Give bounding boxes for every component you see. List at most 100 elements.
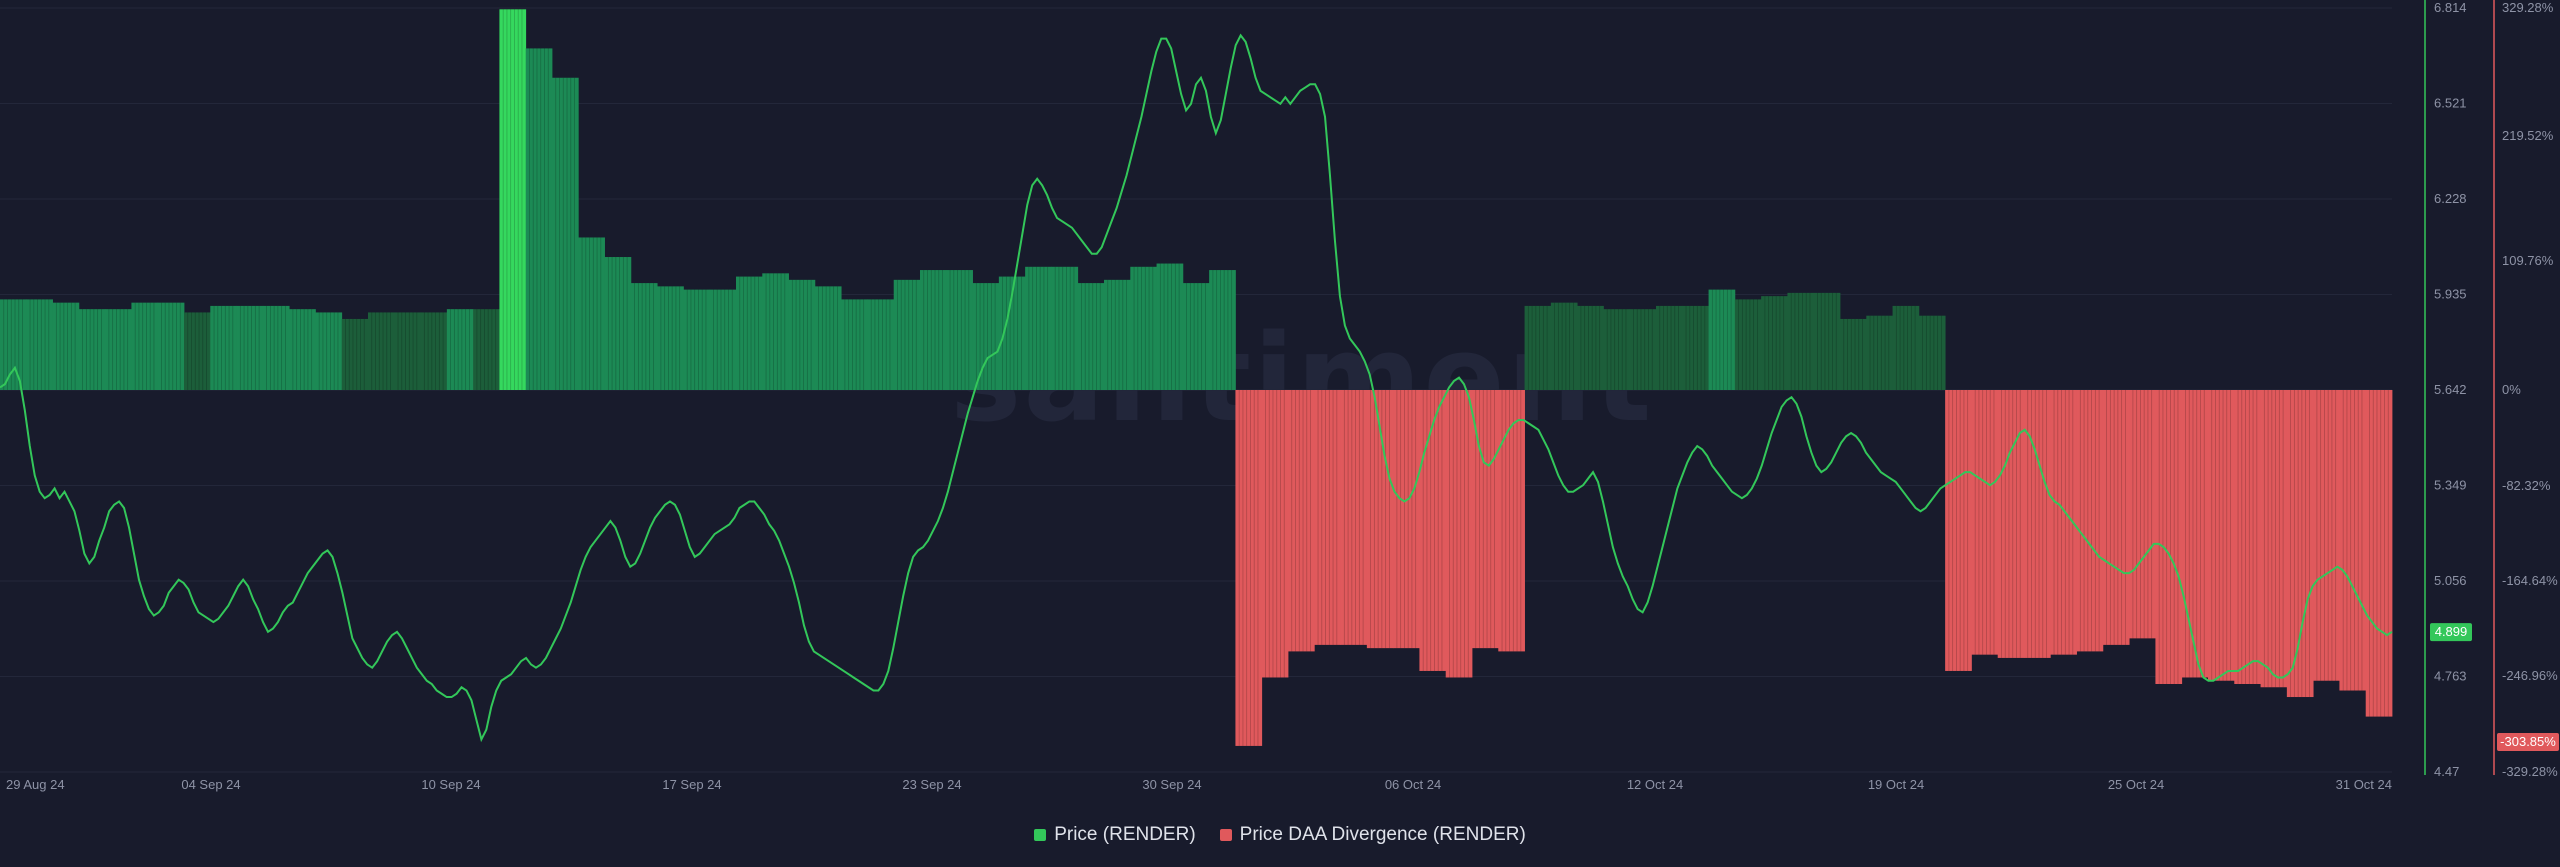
divergence-bar-1 [26, 299, 53, 390]
current-price-badge: 4.899 [2430, 623, 2472, 642]
divergence-bar-12 [315, 312, 343, 390]
divergence-bar-fill-8 [210, 305, 237, 390]
divergence-bar-fill-7 [184, 312, 211, 390]
current-price-badge-text: 4.899 [2435, 624, 2468, 639]
divergence-bar-81 [2129, 390, 2156, 639]
divergence-bar-fill-85 [2234, 390, 2261, 684]
divergence-bar-83 [2181, 390, 2209, 678]
divergence-bar-11 [289, 309, 316, 390]
divergence-bar-fill-30 [788, 279, 816, 390]
divergence-bar-17 [446, 309, 474, 390]
legend: Price (RENDER) Price DAA Divergence (REN… [0, 820, 2560, 850]
divergence-bar-31 [814, 286, 842, 390]
price-tick-0: 6.814 [2434, 0, 2467, 15]
price-tick-4: 5.642 [2434, 382, 2467, 397]
divergence-bar-fill-79 [2076, 390, 2104, 652]
divergence-bar-32 [841, 299, 868, 390]
legend-item-divergence[interactable]: Price DAA Divergence (RENDER) [1219, 824, 1526, 846]
x-tick-4: 23 Sep 24 [902, 777, 961, 792]
divergence-bar-fill-47 [1235, 390, 1263, 746]
legend-label-price: Price (RENDER) [1054, 824, 1196, 845]
legend-item-price[interactable]: Price (RENDER) [1034, 824, 1196, 846]
divergence-bar-fill-43 [1130, 266, 1157, 390]
x-tick-5: 30 Sep 24 [1142, 777, 1201, 792]
current-price-badge-bg [2430, 623, 2472, 642]
divergence-bar-fill-17 [446, 309, 474, 390]
divergence-bar-29 [762, 273, 789, 390]
price-line [0, 33, 2393, 743]
divergence-tick-4: -82.32% [2502, 478, 2551, 493]
divergence-bar-fill-82 [2155, 390, 2183, 684]
divergence-bar-70 [1840, 318, 1867, 390]
divergence-bar-fill-80 [2102, 390, 2130, 645]
divergence-bar-fill-65 [1708, 289, 1736, 390]
divergence-bar-63 [1656, 305, 1683, 390]
divergence-bar-60 [1577, 305, 1604, 390]
divergence-bar-80 [2102, 390, 2130, 645]
divergence-bar-fill-11 [289, 309, 316, 390]
x-tick-3: 17 Sep 24 [662, 777, 721, 792]
divergence-bar-6 [157, 302, 185, 390]
divergence-bar-fill-14 [368, 312, 395, 390]
divergence-bar-fill-31 [814, 286, 842, 390]
axes [2424, 0, 2495, 775]
divergence-bar-20 [525, 48, 553, 390]
divergence-bar-fill-75 [1971, 390, 1999, 655]
divergence-bar-22 [578, 237, 605, 390]
x-tick-0: 29 Aug 24 [6, 777, 65, 792]
divergence-bar-73 [1918, 315, 1946, 390]
divergence-bar-36 [946, 270, 973, 390]
divergence-bar-69 [1813, 292, 1841, 390]
divergence-bar-72 [1892, 305, 1920, 390]
divergence-bar-82 [2155, 390, 2183, 684]
divergence-bar-40 [1051, 266, 1079, 390]
divergence-bar-fill-69 [1813, 292, 1841, 390]
divergence-bar-fill-45 [1182, 283, 1210, 390]
divergence-bar-74 [1945, 390, 1972, 671]
divergence-bar-fill-48 [1261, 390, 1289, 678]
divergence-bar-fill-59 [1550, 302, 1578, 390]
divergence-bar-fill-15 [394, 312, 421, 390]
divergence-bar-54 [1419, 390, 1447, 671]
divergence-bar-65 [1708, 289, 1736, 390]
divergence-bar-fill-62 [1629, 309, 1657, 390]
divergence-bar-fill-54 [1419, 390, 1447, 671]
divergence-bar-77 [2024, 390, 2051, 658]
divergence-bar-86 [2260, 390, 2288, 688]
divergence-bar-84 [2208, 390, 2235, 681]
divergence-bars [0, 9, 2393, 746]
divergence-bar-fill-51 [1340, 390, 1368, 645]
x-tick-2: 10 Sep 24 [421, 777, 480, 792]
divergence-bar-fill-87 [2286, 390, 2314, 698]
divergence-bar-fill-19 [499, 9, 527, 391]
divergence-bar-fill-89 [2339, 390, 2367, 691]
divergence-bar-13 [341, 318, 369, 390]
divergence-tick-2: 109.76% [2502, 253, 2554, 268]
divergence-bar-fill-5 [131, 302, 159, 390]
x-tick-10: 31 Oct 24 [2336, 777, 2392, 792]
divergence-bar-47 [1235, 390, 1263, 746]
divergence-tick-7: -329.28% [2502, 764, 2558, 779]
divergence-tick-1: 219.52% [2502, 128, 2554, 143]
divergence-bar-fill-22 [578, 237, 605, 390]
divergence-bar-89 [2339, 390, 2367, 691]
divergence-bar-28 [736, 276, 763, 390]
divergence-bar-46 [1209, 270, 1236, 390]
divergence-bar-fill-33 [867, 299, 895, 390]
price-tick-1: 6.521 [2434, 96, 2467, 111]
x-tick-8: 19 Oct 24 [1868, 777, 1924, 792]
price-tick-7: 4.763 [2434, 669, 2467, 684]
divergence-bar-fill-4 [105, 309, 132, 390]
divergence-bar-34 [893, 279, 921, 390]
divergence-bar-fill-10 [262, 305, 290, 390]
divergence-bar-2 [52, 302, 80, 390]
divergence-bar-fill-29 [762, 273, 789, 390]
divergence-bar-fill-86 [2260, 390, 2288, 688]
divergence-bar-fill-0 [0, 299, 27, 390]
divergence-bar-fill-37 [972, 283, 1000, 390]
divergence-bar-fill-70 [1840, 318, 1867, 390]
divergence-bar-fill-12 [315, 312, 343, 390]
divergence-bar-fill-84 [2208, 390, 2235, 681]
price-tick-3: 5.935 [2434, 287, 2467, 302]
divergence-bar-fill-73 [1918, 315, 1946, 390]
